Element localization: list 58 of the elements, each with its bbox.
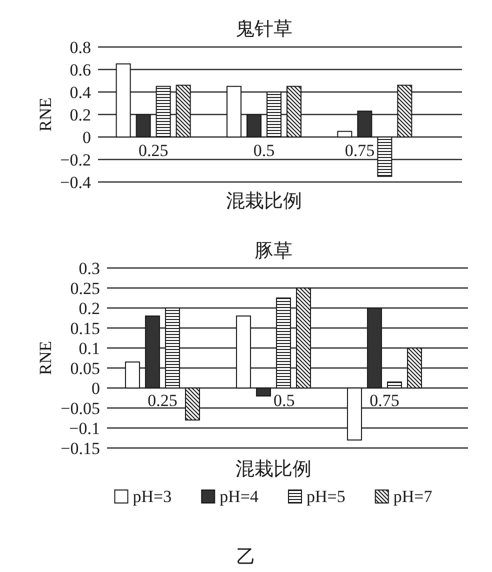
y-tick-label: −0.1 — [69, 419, 100, 438]
bar — [136, 114, 151, 138]
bar — [377, 136, 392, 177]
y-tick-label: 0 — [82, 128, 91, 147]
legend-label: pH=5 — [306, 487, 346, 506]
y-tick-label: −0.4 — [60, 173, 92, 192]
x-tick-label: 0.5 — [253, 141, 275, 160]
bar — [347, 388, 362, 440]
bar — [226, 86, 242, 138]
bar — [266, 92, 282, 138]
bar — [116, 63, 131, 138]
y-tick-label: 0.2 — [78, 299, 100, 318]
bar — [125, 362, 140, 388]
bar — [286, 86, 302, 138]
y-tick-label: 0.25 — [70, 279, 100, 298]
bar — [165, 308, 180, 388]
bar — [156, 86, 171, 138]
bar — [256, 388, 271, 396]
x-axis-title: 混栽比例 — [226, 191, 302, 212]
bar — [185, 388, 200, 420]
bar — [357, 110, 372, 138]
y-tick-label: 0.6 — [70, 60, 91, 80]
x-axis-title: 混栽比例 — [236, 459, 312, 480]
y-axis-title: RNE — [36, 98, 55, 132]
y-tick-label: −0.15 — [60, 439, 100, 458]
bar — [337, 130, 352, 138]
x-tick-label: 0.75 — [344, 141, 375, 160]
y-tick-label: 0.3 — [78, 259, 100, 278]
chart-title: 豚草 — [254, 241, 292, 262]
y-tick-label: −0.2 — [60, 150, 91, 170]
y-tick-label: 0.15 — [70, 319, 100, 338]
x-tick-label: 0.75 — [370, 391, 400, 410]
x-tick-label: 0.5 — [274, 391, 295, 410]
bar — [367, 308, 382, 388]
legend-label: pH=7 — [393, 487, 433, 506]
legend-label: pH=3 — [132, 487, 172, 506]
chart-title: 鬼针草 — [236, 19, 292, 40]
bar — [236, 316, 251, 388]
y-axis-title: RNE — [36, 341, 55, 375]
x-tick-label: 0.25 — [148, 391, 178, 410]
bar — [176, 84, 191, 138]
y-tick-label: −0.05 — [60, 399, 100, 418]
bar — [387, 382, 402, 388]
x-tick-label: 0.25 — [138, 141, 168, 160]
bar — [246, 114, 262, 138]
bar — [296, 288, 311, 388]
bar — [276, 298, 291, 388]
legend-label: pH=4 — [220, 487, 259, 506]
y-tick-label: 0.8 — [70, 38, 91, 57]
y-tick-label: 0.05 — [70, 359, 100, 378]
y-tick-label: 0.1 — [78, 339, 100, 358]
bar — [397, 84, 412, 138]
text: 乙 — [236, 547, 256, 568]
y-tick-label: 0 — [92, 379, 100, 398]
y-tick-label: 0.4 — [70, 83, 92, 102]
bar — [407, 348, 422, 388]
bar — [145, 316, 160, 388]
y-tick-label: 0.2 — [70, 106, 91, 124]
